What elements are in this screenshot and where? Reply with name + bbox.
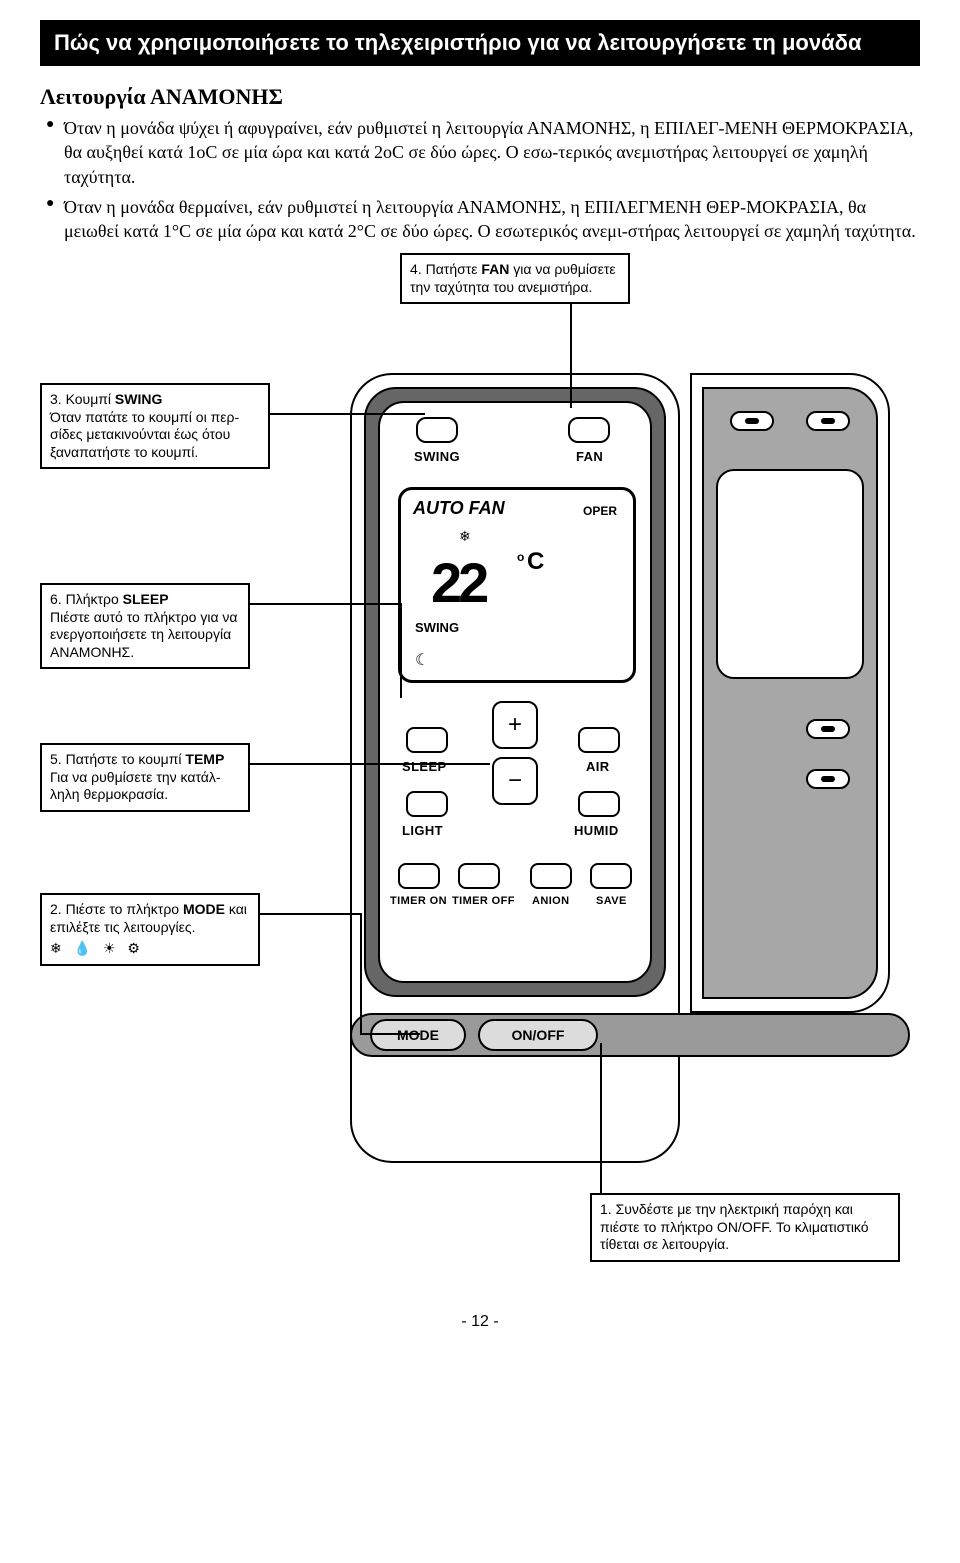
screen-deg: o [517,550,524,564]
screen-unit: C [527,548,544,576]
title-bar: Πώς να χρησιμοποιήσετε το τηλεχειριστήρι… [40,20,920,66]
lead-line [570,298,572,408]
light-button[interactable] [406,791,448,817]
callout-4: 4. Πατήστε FAN για να ρυθμίσετε την ταχύ… [400,253,630,304]
screen-autofan: AUTO FAN [413,498,505,519]
callout-5-num: 5. [50,751,62,767]
callout-2-num: 2. [50,901,62,917]
light-label: LIGHT [402,823,443,838]
cover-screen [716,469,864,679]
callout-2-text-a: Πιέστε το πλήκτρο [66,901,180,917]
callout-6-num: 6. [50,591,62,607]
callout-3-num: 3. [50,391,62,407]
snowflake-icon: ❄ [459,528,471,545]
diagram-area: 4. Πατήστε FAN για να ρυθμίσετε την ταχύ… [40,253,920,1303]
lead-line [360,1033,420,1035]
save-button[interactable] [590,863,632,889]
callout-4-bold: FAN [481,261,509,277]
lead-line [400,603,402,698]
callout-6-text-a: Πλήκτρο [66,591,119,607]
paragraph-2: Όταν η μονάδα θερμαίνει, εάν ρυθμιστεί η… [46,195,920,244]
section-subtitle: Λειτουργία ΑΝΑΜΟΝΗΣ [40,84,920,110]
timer-off-label: TIMER OFF [452,895,515,907]
timer-off-button[interactable] [458,863,500,889]
lead-line [360,913,362,1033]
lead-line [250,603,400,605]
cover-slot [730,411,774,431]
swing-button[interactable] [416,417,458,443]
screen-swing-label: SWING [415,620,459,635]
timer-on-button[interactable] [398,863,440,889]
callout-5-bold: TEMP [185,751,224,767]
temp-up-button[interactable]: + [492,701,538,749]
callout-5: 5. Πατήστε το κουμπί TEMP Για να ρυθμίσε… [40,743,250,812]
callout-5-text-a: Πατήστε το κουμπί [66,751,182,767]
paragraph-1: Όταν η μονάδα ψύχει ή αφυγραίνει, εάν ρυ… [46,116,920,189]
callout-5-text-b: Για να ρυθμίσετε την κατάλ-ληλη θερμοκρα… [50,769,221,803]
callout-2: 2. Πιέστε το πλήκτρο MODE και επιλέξτε τ… [40,893,260,966]
save-label: SAVE [596,895,627,907]
lead-line [270,413,425,415]
anion-label: ANION [532,895,569,907]
cover-slot [806,411,850,431]
fan-button[interactable] [568,417,610,443]
callout-1: 1. Συνδέστε με την ηλεκτρική παρόχη και … [590,1193,900,1262]
mode-button[interactable]: MODE [370,1019,466,1051]
cover-slot [806,769,850,789]
callout-6-bold: SLEEP [123,591,169,607]
callout-1-num: 1. [600,1201,612,1217]
screen-temp: 22 [431,550,485,615]
sleep-icon: ☾ [415,650,429,670]
callout-3-text-a: Κουμπί [66,391,111,407]
mode-icons: ❄ 💧 ☀ ⚙ [50,940,250,958]
swing-label: SWING [414,449,460,464]
lead-line [260,913,360,915]
callout-6: 6. Πλήκτρο SLEEP Πιέστε αυτό το πλήκτρο … [40,583,250,669]
remote-cover-inner [702,387,878,999]
callout-1-text: Συνδέστε με την ηλεκτρική παρόχη και πιέ… [600,1201,869,1252]
remote-bottom-bar: MODE ON/OFF [350,1013,910,1057]
callout-2-bold: MODE [183,901,225,917]
page-number: - 12 - [40,1313,920,1331]
onoff-button[interactable]: ON/OFF [478,1019,598,1051]
remote-cover [690,373,890,1013]
humid-button[interactable] [578,791,620,817]
remote: SWING FAN AUTO FAN OPER ❄ 22 o C SWING ☾… [350,373,910,1183]
cover-slot [806,719,850,739]
air-button[interactable] [578,727,620,753]
callout-4-text-a: Πατήστε [426,261,478,277]
callout-3-text-b: Όταν πατάτε το κουμπί οι περ-σίδες μετακ… [50,409,239,460]
sleep-button[interactable] [406,727,448,753]
timer-on-label: TIMER ON [390,895,447,907]
callout-6-text-b: Πιέστε αυτό το πλήκτρο για να ενεργοποιή… [50,609,238,660]
callout-3: 3. Κουμπί SWING Όταν πατάτε το κουμπί οι… [40,383,270,469]
sleep-label: SLEEP [402,759,447,774]
fan-label: FAN [576,449,603,464]
anion-button[interactable] [530,863,572,889]
temp-down-button[interactable]: − [492,757,538,805]
callout-3-bold: SWING [115,391,162,407]
lead-line [600,1043,602,1193]
remote-screen: AUTO FAN OPER ❄ 22 o C SWING ☾ [398,487,636,683]
remote-front-panel: SWING FAN AUTO FAN OPER ❄ 22 o C SWING ☾… [378,401,652,983]
humid-label: HUMID [574,823,619,838]
callout-4-num: 4. [410,261,422,277]
screen-oper: OPER [583,504,617,518]
lead-line [250,763,490,765]
air-label: AIR [586,759,610,774]
